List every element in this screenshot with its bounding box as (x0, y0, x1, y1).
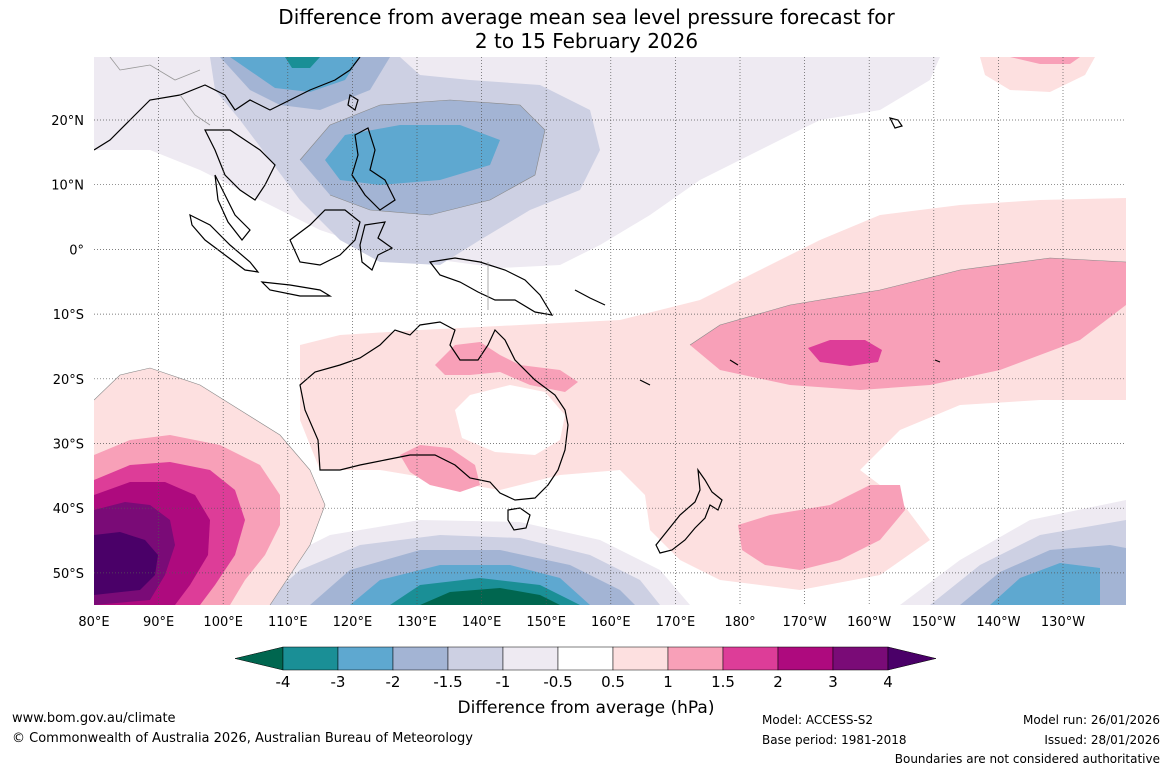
colorbar-extension-high (887, 646, 937, 671)
colorbar-tick-label: -2 (386, 673, 401, 691)
colorbar-tick-label: 0.5 (601, 673, 625, 691)
model-run-date: Model run: 26/01/2026 (1022, 713, 1160, 727)
anomaly-region-pos-1 (690, 258, 1126, 390)
website-link[interactable]: www.bom.gov.au/climate (12, 711, 176, 726)
colorbar-tick-label: 1.5 (711, 673, 735, 691)
latitude-label: 0° (69, 243, 84, 258)
contour-lines (94, 99, 1126, 605)
colorbar-tick-label: 1 (663, 673, 673, 691)
coastline-malay-peninsula (214, 174, 251, 241)
colorbar-swatch (502, 646, 559, 671)
longitude-label: 140°W (976, 615, 1020, 630)
anomaly-region-pos-05c (980, 57, 1095, 92)
colorbar-tick-labels: -4 -3 -2 -1.5 -1 -0.5 0.5 1 1.5 2 3 4 (276, 673, 893, 691)
longitude-label: 120°E (333, 615, 373, 630)
colorbar-tick-label: -4 (276, 673, 291, 691)
map-title-line1: Difference from average mean sea level p… (278, 5, 895, 29)
colorbar-swatch (722, 646, 779, 671)
latitude-label: 50°S (53, 567, 84, 582)
colorbar-tick-label: -0.5 (543, 673, 572, 691)
colorbar-swatch (282, 646, 339, 671)
colorbar-tick-label: -1 (496, 673, 511, 691)
neutral-region-australia (455, 385, 565, 455)
coastline-hawaii (888, 117, 903, 129)
colorbar-title: Difference from average (hPa) (458, 698, 715, 718)
latitude-label: 30°S (53, 438, 84, 453)
colorbar-tick-label: 3 (828, 673, 838, 691)
longitude-label: 100°E (203, 615, 243, 630)
coastline-sumatra (189, 213, 260, 273)
latitude-label: 10°N (51, 179, 84, 194)
coastline-new-zealand (655, 467, 723, 554)
coastline-new-guinea (428, 257, 554, 316)
graticule (94, 57, 1126, 605)
longitude-label: 140°E (462, 615, 502, 630)
longitude-label: 110°E (268, 615, 308, 630)
longitude-labels: 80°E 90°E 100°E 110°E 120°E 130°E 140°E 150°E 16… (78, 615, 1085, 630)
anomaly-region-pos-1e (435, 342, 578, 392)
country-borders (109, 57, 489, 310)
coastline-philippines (351, 127, 396, 211)
longitude-label: 170°E (656, 615, 696, 630)
coastline-borneo (289, 209, 361, 266)
anomaly-region-neg-4 (420, 588, 560, 605)
colorbar-swatch (667, 646, 724, 671)
map-title-line2: 2 to 15 February 2026 (474, 29, 699, 53)
longitude-label: 150°W (912, 615, 956, 630)
longitude-label: 130°E (397, 615, 437, 630)
anomaly-fields (94, 57, 1126, 605)
copyright-text: © Commonwealth of Australia 2026, Austra… (12, 731, 473, 746)
coastline-pacific-islands (574, 289, 941, 386)
colorbar-tick-label: 4 (883, 673, 893, 691)
anomaly-region-pos-1c (738, 485, 905, 570)
anomaly-region-neg-2d (990, 563, 1100, 605)
boundaries-disclaimer: Boundaries are not considered authoritat… (894, 752, 1160, 766)
colorbar-swatch (832, 646, 889, 671)
colorbar (234, 646, 937, 671)
colorbar-swatch (557, 646, 614, 671)
colorbar-tick-label: -3 (331, 673, 346, 691)
latitude-label: 20°S (53, 373, 84, 388)
longitude-label: 160°E (591, 615, 631, 630)
anomaly-region-pos-15 (808, 340, 882, 366)
longitude-label: 160°W (847, 615, 891, 630)
colorbar-extension-low (234, 646, 284, 671)
anomaly-region-neg-3 (285, 57, 320, 68)
coastline-australia (299, 321, 569, 501)
colorbar-swatch (447, 646, 504, 671)
longitude-label: 180° (724, 615, 755, 630)
colorbar-swatch (337, 646, 394, 671)
coastline-taiwan (347, 94, 359, 111)
colorbar-swatch (612, 646, 669, 671)
longitude-label: 80°E (78, 615, 109, 630)
colorbar-tick-label: -1.5 (433, 673, 462, 691)
model-name: Model: ACCESS-S2 (762, 713, 874, 727)
colorbar-swatch (777, 646, 834, 671)
anomaly-region-pos-4 (94, 532, 158, 595)
base-period: Base period: 1981-2018 (762, 733, 907, 747)
anomaly-region-pos-1f (1010, 57, 1080, 64)
latitude-label: 10°S (53, 308, 84, 323)
anomaly-region-pos-1d (400, 445, 480, 492)
longitude-label: 130°W (1041, 615, 1085, 630)
colorbar-swatch (392, 646, 449, 671)
colorbar-tick-label: 2 (773, 673, 783, 691)
issued-date: Issued: 28/01/2026 (1044, 733, 1160, 747)
longitude-label: 150°E (526, 615, 566, 630)
longitude-label: 170°W (783, 615, 827, 630)
latitude-label: 20°N (51, 114, 84, 129)
latitude-labels: 20°N 10°N 0° 10°S 20°S 30°S 40°S 50°S (51, 114, 84, 582)
latitude-label: 40°S (53, 502, 84, 517)
coastline-java (260, 281, 333, 297)
anomaly-region-neg-2b (325, 125, 500, 185)
coastline-sulawesi (359, 221, 394, 271)
longitude-label: 90°E (143, 615, 174, 630)
